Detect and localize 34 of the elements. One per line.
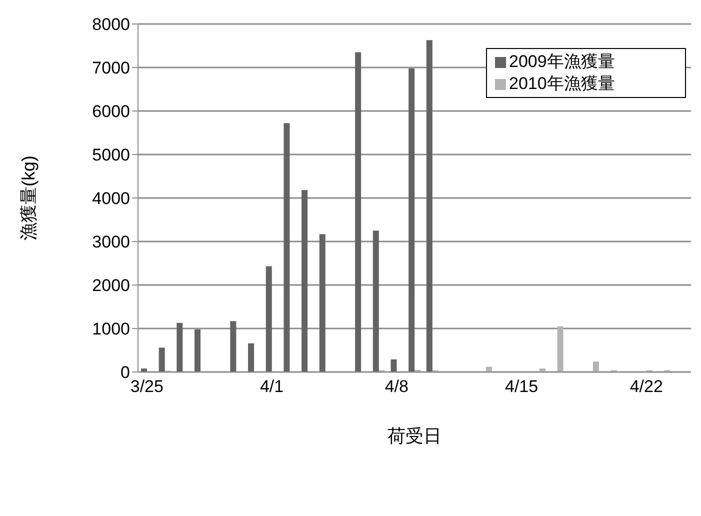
x-axis-title: 荷受日 bbox=[388, 426, 442, 446]
bar bbox=[408, 68, 415, 372]
x-tick-label: 3/25 bbox=[130, 377, 164, 396]
y-tick-label: 7000 bbox=[92, 58, 130, 78]
y-tick-label: 5000 bbox=[92, 146, 130, 165]
x-tick-label: 4/1 bbox=[260, 377, 284, 396]
legend-label: 2009年漁獲量 bbox=[509, 51, 615, 73]
bar bbox=[266, 266, 272, 372]
bar bbox=[390, 359, 397, 372]
y-tick-label: 1000 bbox=[92, 320, 130, 339]
x-tick-label: 4/15 bbox=[504, 377, 538, 396]
y-tick-label: 2000 bbox=[92, 276, 130, 296]
x-tick-label: 4/8 bbox=[384, 377, 408, 396]
x-tick-label: 4/22 bbox=[630, 377, 663, 396]
bar bbox=[230, 321, 236, 372]
y-tick-label: 4000 bbox=[92, 189, 130, 208]
bar bbox=[194, 329, 201, 372]
bar bbox=[319, 234, 326, 372]
bar bbox=[302, 190, 308, 372]
y-tick-label: 8000 bbox=[92, 15, 130, 34]
bar bbox=[592, 362, 599, 372]
bar bbox=[355, 52, 362, 372]
legend-label: 2010年漁獲量 bbox=[509, 73, 615, 95]
y-tick-label: 3000 bbox=[92, 232, 130, 252]
bar bbox=[426, 40, 432, 372]
y-tick-label: 6000 bbox=[92, 102, 130, 122]
bar bbox=[158, 348, 165, 372]
y-tick-label: 0 bbox=[120, 363, 130, 382]
bar bbox=[557, 326, 564, 372]
bar bbox=[248, 343, 254, 372]
bar bbox=[284, 123, 290, 372]
bar bbox=[372, 230, 379, 372]
bar bbox=[176, 322, 183, 372]
y-axis-title: 漁獲量(kg) bbox=[18, 156, 38, 240]
